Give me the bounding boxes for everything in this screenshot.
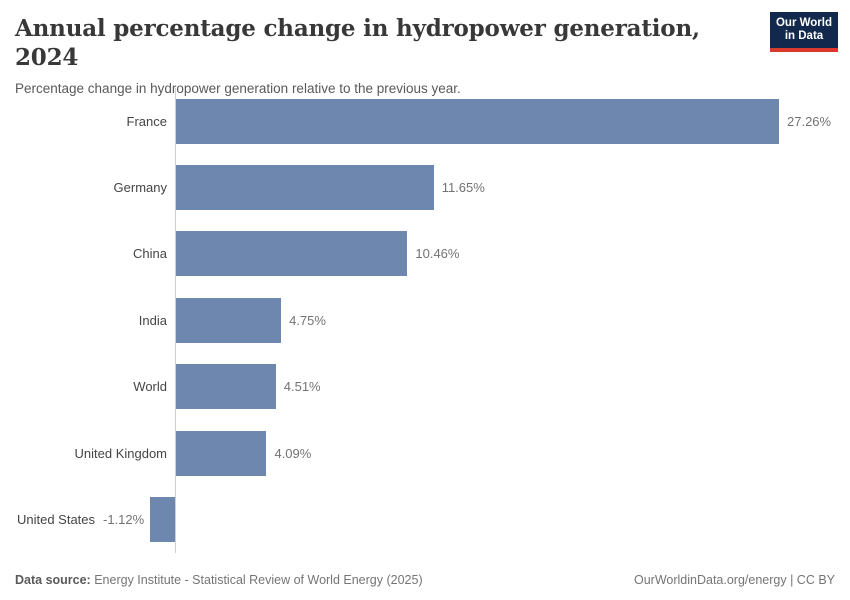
entity-label: World [133, 379, 167, 395]
bar[interactable] [150, 497, 175, 543]
bar[interactable] [176, 430, 267, 476]
bar-row: Germany 11.65% [0, 154, 850, 220]
bar[interactable] [176, 297, 282, 343]
value-label: 4.09% [274, 445, 312, 461]
value-label: 4.51% [283, 379, 321, 395]
value-label: 27.26% [787, 113, 832, 129]
bar-label-group: India [0, 287, 167, 353]
value-label: 4.75% [289, 312, 326, 328]
bar-row: United Kingdom 4.09% [0, 420, 850, 486]
entity-label: China [133, 246, 167, 262]
bar-label-group: Germany [0, 154, 167, 220]
bar-row: India 4.75% [0, 287, 850, 353]
bar-label-group: United States -1.12% [0, 486, 144, 552]
entity-label: United Kingdom [74, 445, 168, 461]
bar[interactable] [176, 231, 408, 277]
bar-row: United States -1.12% [0, 486, 850, 552]
chart-footer: Data source: Energy Institute - Statisti… [15, 573, 835, 587]
value-label: 11.65% [441, 180, 485, 196]
data-source-label: Data source: [15, 573, 91, 587]
data-source: Data source: Energy Institute - Statisti… [15, 573, 423, 587]
bar-label-group: United Kingdom [0, 420, 168, 486]
bar[interactable] [176, 364, 276, 410]
page-title: Annual percentage change in hydropower g… [15, 15, 700, 71]
bar-row: China 10.46% [0, 221, 850, 287]
entity-label: United States [16, 512, 96, 528]
page-subtitle: Percentage change in hydropower generati… [15, 81, 461, 96]
value-label: -1.12% [103, 512, 145, 528]
owid-logo-line1: Our World [775, 16, 832, 29]
owid-credit-link[interactable]: OurWorldinData.org/energy | CC BY [633, 573, 835, 587]
bar-label-group: China [0, 221, 167, 287]
bar[interactable] [176, 98, 779, 144]
entity-label: Germany [113, 180, 167, 196]
entity-label: France [126, 113, 167, 129]
value-label: 10.46% [415, 246, 460, 262]
owid-logo[interactable]: Our World in Data [770, 12, 838, 52]
y-axis-line [175, 88, 176, 553]
entity-label: India [138, 312, 167, 328]
owid-logo-line2: in Data [784, 30, 824, 42]
bar-row: France 27.26% [0, 88, 850, 154]
bar-label-group: France [0, 88, 167, 154]
bar[interactable] [176, 165, 434, 211]
bar-chart: France 27.26% Germany 11.65% China 10.46% Indi… [0, 88, 850, 553]
bar-row: World 4.51% [0, 354, 850, 420]
data-source-text: Energy Institute - Statistical Review of… [94, 573, 423, 587]
chart-header: Annual percentage change in hydropower g… [15, 14, 750, 97]
bar-label-group: World [0, 354, 167, 420]
